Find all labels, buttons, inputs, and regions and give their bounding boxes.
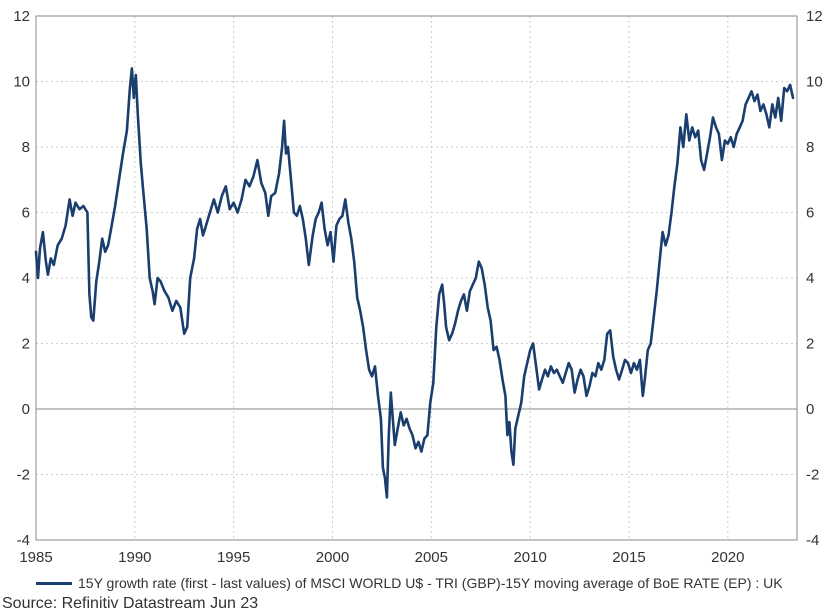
y-tick-label-left: 0 bbox=[22, 401, 30, 418]
y-tick-label-right: -2 bbox=[806, 467, 819, 484]
line-chart: -4 -2 0 2 4 6 8 10 12 -4 -2 0 2 4 6 8 10 12 1985 1990 1995… bbox=[13, 8, 823, 566]
x-tick-label: 1985 bbox=[19, 549, 52, 566]
source-note: Source: Refinitiv Datastream Jun 23 bbox=[2, 595, 259, 612]
y-tick-label-left: 10 bbox=[13, 74, 30, 91]
y-tick-label-left: 6 bbox=[22, 205, 30, 222]
x-tick-label: 2015 bbox=[612, 549, 645, 566]
y-tick-label-left: -2 bbox=[17, 467, 30, 484]
x-tick-label: 2020 bbox=[711, 549, 744, 566]
x-tick-label: 2010 bbox=[513, 549, 546, 566]
series-line bbox=[34, 67, 795, 499]
y-tick-label-right: 8 bbox=[806, 139, 814, 156]
x-axis-labels: 1985 1990 1995 2000 2005 2010 2015 2020 bbox=[19, 549, 744, 566]
y-tick-label-left: -4 bbox=[17, 532, 30, 549]
y-tick-label-right: 10 bbox=[806, 74, 823, 91]
legend-label: 15Y growth rate (first - last values) of… bbox=[78, 575, 783, 591]
y-axis-right-labels: -4 -2 0 2 4 6 8 10 12 bbox=[806, 8, 823, 549]
y-tick-label-left: 2 bbox=[22, 336, 30, 353]
y-tick-label-left: 12 bbox=[13, 8, 30, 25]
legend: 15Y growth rate (first - last values) of… bbox=[36, 575, 783, 591]
x-tick-label: 2005 bbox=[415, 549, 448, 566]
plot-frame bbox=[35, 15, 798, 541]
y-axis-left-labels: -4 -2 0 2 4 6 8 10 12 bbox=[13, 8, 30, 549]
legend-swatch bbox=[36, 581, 72, 585]
x-tick-label: 1990 bbox=[118, 549, 151, 566]
y-tick-label-right: 12 bbox=[806, 8, 823, 25]
y-tick-label-right: 0 bbox=[806, 401, 814, 418]
y-tick-label-right: 4 bbox=[806, 270, 814, 287]
y-tick-label-left: 4 bbox=[22, 270, 30, 287]
y-tick-label-right: 6 bbox=[806, 205, 814, 222]
grid-lines bbox=[36, 16, 797, 540]
y-tick-label-left: 8 bbox=[22, 139, 30, 156]
y-tick-label-right: -4 bbox=[806, 532, 819, 549]
x-tick-label: 1995 bbox=[217, 549, 250, 566]
y-tick-label-right: 2 bbox=[806, 336, 814, 353]
x-tick-label: 2000 bbox=[316, 549, 349, 566]
